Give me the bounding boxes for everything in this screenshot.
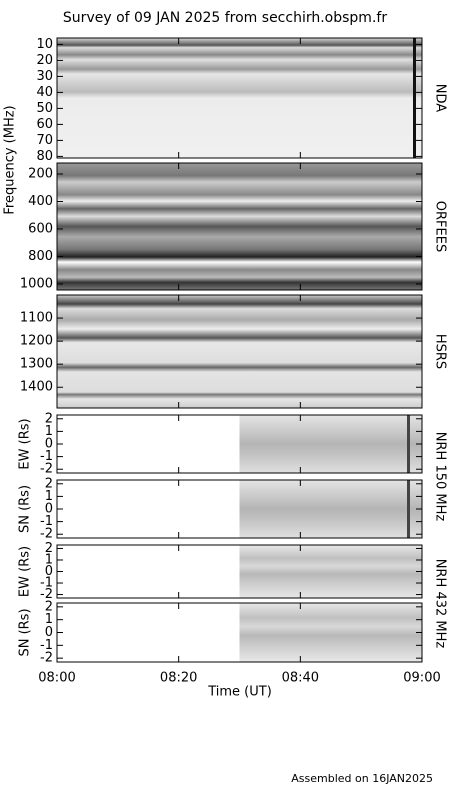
title: Survey of 09 JAN 2025 from secchirh.obsp… bbox=[63, 10, 387, 26]
y-tick-label: 2 bbox=[45, 411, 53, 426]
burst-stripe bbox=[407, 415, 410, 473]
y-tick-label: 60 bbox=[36, 117, 53, 132]
spectrogram-image bbox=[239, 480, 422, 538]
instrument-label: NRH 150 MHz bbox=[433, 432, 448, 522]
y-tick-label: 20 bbox=[36, 53, 53, 68]
y-tick-label: 2 bbox=[45, 476, 53, 491]
y-tick-label: 200 bbox=[28, 166, 53, 181]
y-tick-label: 1 bbox=[45, 424, 53, 439]
y-tick-label: 2 bbox=[45, 599, 53, 614]
spectrogram-image bbox=[57, 295, 422, 408]
y-tick-label: -2 bbox=[40, 527, 53, 542]
y-tick-label: 1400 bbox=[20, 380, 53, 395]
footer: Assembled on 16JAN2025 bbox=[291, 772, 433, 785]
y-tick-label: -2 bbox=[40, 587, 53, 602]
spectrogram-image bbox=[239, 545, 422, 598]
instrument-label: NDA bbox=[433, 84, 448, 113]
y-tick-label: -1 bbox=[40, 576, 53, 591]
x-tick-label: 08:40 bbox=[282, 671, 319, 686]
y-tick-label: -2 bbox=[40, 462, 53, 477]
spectrogram-image bbox=[239, 603, 422, 662]
x-tick-label: 08:00 bbox=[38, 671, 75, 686]
y-tick-label: 1 bbox=[45, 612, 53, 627]
y-tick-label: 1100 bbox=[20, 311, 53, 326]
instrument-label: NRH 432 MHz bbox=[433, 559, 448, 649]
y-tick-label: 0 bbox=[45, 502, 53, 517]
y-tick-label: 1 bbox=[45, 552, 53, 567]
spectrogram-image bbox=[57, 163, 422, 290]
panel-y-label: SN (Rs) bbox=[18, 608, 33, 656]
y-tick-label: 10 bbox=[36, 37, 53, 52]
y-tick-label: -1 bbox=[40, 638, 53, 653]
instrument-label: HSRS bbox=[433, 334, 448, 369]
y-tick-label: 800 bbox=[28, 249, 53, 264]
y-tick-label: 1000 bbox=[20, 276, 53, 291]
panel-frame bbox=[56, 37, 423, 159]
y-tick-label: 80 bbox=[36, 149, 53, 164]
y-tick-label: 0 bbox=[45, 625, 53, 640]
spectrogram-image bbox=[57, 38, 422, 158]
y-tick-label: 0 bbox=[45, 437, 53, 452]
x-tick-label: 08:20 bbox=[160, 671, 197, 686]
y-tick-label: 40 bbox=[36, 85, 53, 100]
panel-frame bbox=[56, 294, 423, 409]
y-tick-label: 50 bbox=[36, 101, 53, 116]
spectrogram-image bbox=[239, 415, 422, 473]
x-axis-label: Time (UT) bbox=[207, 685, 272, 700]
y-tick-label: 30 bbox=[36, 69, 53, 84]
panel-y-label: SN (Rs) bbox=[18, 485, 33, 533]
y-tick-label: -1 bbox=[40, 514, 53, 529]
y-tick-label: 1 bbox=[45, 489, 53, 504]
y-tick-label: 400 bbox=[28, 194, 53, 209]
y-tick-label: -1 bbox=[40, 449, 53, 464]
y-tick-label: 2 bbox=[45, 541, 53, 556]
burst-stripe bbox=[407, 480, 410, 538]
panel-y-label: EW (Rs) bbox=[18, 418, 33, 469]
x-tick-label: 09:00 bbox=[403, 671, 440, 686]
y-tick-label: 70 bbox=[36, 133, 53, 148]
y-tick-label: 0 bbox=[45, 564, 53, 579]
y-tick-label: 600 bbox=[28, 221, 53, 236]
panel-frame bbox=[56, 162, 423, 291]
frequency-label: Frequency (MHz) bbox=[3, 105, 18, 214]
y-tick-label: 1200 bbox=[20, 334, 53, 349]
y-tick-label: 1300 bbox=[20, 357, 53, 372]
burst-stripe bbox=[413, 38, 416, 158]
y-tick-label: -2 bbox=[40, 651, 53, 666]
panel-y-label: EW (Rs) bbox=[18, 546, 33, 597]
instrument-label: ORFEES bbox=[433, 201, 448, 252]
